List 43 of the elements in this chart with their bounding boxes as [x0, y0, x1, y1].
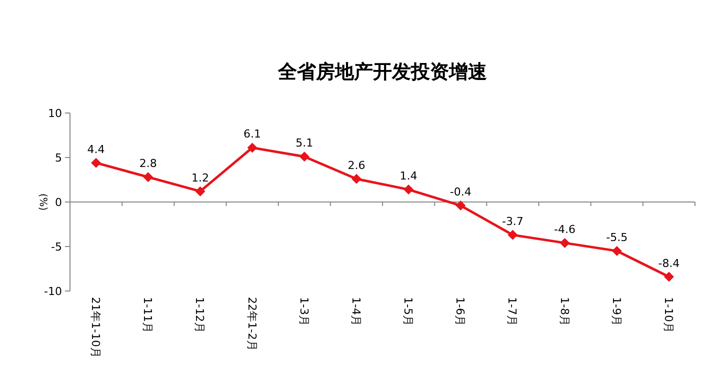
data-label: 1.2: [191, 171, 209, 184]
point: [91, 158, 102, 168]
x-tick-label: 1-7月: [506, 297, 519, 326]
data-label: 2.8: [139, 157, 157, 170]
x-tick-label: 21年1-10月: [89, 297, 102, 358]
data-label: -8.4: [658, 256, 680, 270]
x-tick-label: 1-12月: [193, 297, 206, 333]
data-label: 6.1: [244, 128, 262, 141]
point: [195, 186, 206, 196]
data-label: 4.4: [87, 142, 105, 156]
x-tick-label: 1-8月: [558, 297, 571, 326]
point: [664, 272, 674, 282]
y-axis-title: (%): [37, 193, 48, 211]
point: [143, 172, 154, 182]
x-tick-label: 1-5月: [402, 297, 415, 326]
y-tick-label: -10: [44, 285, 62, 298]
point: [351, 174, 362, 184]
x-tick-label: 1-9月: [610, 297, 623, 326]
point: [612, 246, 622, 256]
x-tick-label: 1-11月: [141, 297, 154, 333]
x-tick-label: 22年1-2月: [245, 297, 258, 351]
x-tick-label: 1-10月: [662, 297, 675, 333]
data-label: 2.6: [348, 158, 366, 172]
chart-title: 全省房地产开发投资增速: [277, 61, 487, 83]
x-tick-label: 1-6月: [454, 297, 467, 326]
point: [560, 238, 570, 248]
point: [247, 142, 258, 153]
point: [299, 152, 310, 162]
data-label: 1.4: [400, 170, 418, 183]
data-label: -5.5: [606, 230, 628, 244]
data-label: -0.4: [450, 186, 472, 199]
x-tick-label: 1-3月: [297, 297, 310, 326]
y-tick-label: 5: [55, 152, 62, 164]
point: [404, 184, 414, 195]
y-tick-label: 0: [55, 196, 62, 209]
y-tick-label: -5: [51, 240, 62, 254]
data-label: -3.7: [502, 214, 524, 228]
x-tick-label: 1-4月: [349, 297, 362, 326]
data-label: 5.1: [296, 136, 314, 150]
point: [456, 200, 466, 211]
y-tick-label: 10: [48, 107, 62, 120]
data-label: -4.6: [554, 222, 576, 236]
point: [508, 230, 518, 240]
